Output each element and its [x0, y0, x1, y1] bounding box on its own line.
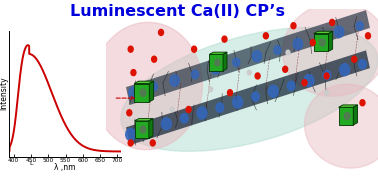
- Circle shape: [366, 33, 370, 39]
- Circle shape: [170, 75, 179, 86]
- Circle shape: [145, 124, 152, 134]
- Polygon shape: [134, 84, 149, 102]
- Polygon shape: [149, 119, 153, 138]
- Circle shape: [291, 23, 296, 29]
- Polygon shape: [314, 31, 333, 34]
- Polygon shape: [328, 31, 333, 51]
- Circle shape: [330, 19, 335, 25]
- Text: L: L: [29, 161, 33, 166]
- Circle shape: [352, 56, 357, 62]
- Circle shape: [216, 103, 224, 112]
- Polygon shape: [209, 54, 223, 71]
- Circle shape: [222, 36, 227, 42]
- Polygon shape: [135, 121, 149, 138]
- Circle shape: [335, 26, 344, 37]
- Circle shape: [274, 46, 281, 54]
- Circle shape: [211, 63, 220, 74]
- Circle shape: [127, 110, 132, 116]
- Polygon shape: [353, 105, 358, 125]
- Polygon shape: [126, 10, 370, 105]
- Polygon shape: [135, 119, 153, 121]
- Polygon shape: [223, 52, 227, 71]
- Circle shape: [140, 89, 146, 96]
- Circle shape: [186, 106, 191, 112]
- Circle shape: [325, 90, 328, 95]
- Circle shape: [126, 129, 136, 141]
- Polygon shape: [314, 34, 328, 51]
- Polygon shape: [134, 81, 153, 84]
- Text: Luminescent Ca(II) CP’s: Luminescent Ca(II) CP’s: [70, 4, 285, 19]
- Circle shape: [359, 60, 366, 69]
- Circle shape: [360, 100, 365, 106]
- Circle shape: [344, 113, 350, 120]
- Circle shape: [302, 80, 307, 86]
- Circle shape: [315, 33, 322, 42]
- Circle shape: [268, 85, 278, 97]
- Circle shape: [131, 70, 136, 76]
- Polygon shape: [339, 107, 353, 125]
- Circle shape: [287, 81, 295, 91]
- Polygon shape: [339, 105, 358, 107]
- Circle shape: [293, 38, 303, 50]
- Ellipse shape: [92, 22, 202, 150]
- Circle shape: [170, 107, 174, 112]
- Circle shape: [340, 64, 350, 76]
- Ellipse shape: [282, 2, 378, 96]
- Circle shape: [192, 46, 197, 52]
- Circle shape: [197, 107, 207, 119]
- Circle shape: [319, 39, 325, 46]
- Circle shape: [161, 118, 171, 130]
- Ellipse shape: [305, 84, 378, 168]
- Polygon shape: [126, 50, 370, 145]
- Circle shape: [152, 56, 156, 62]
- Polygon shape: [149, 81, 153, 102]
- Circle shape: [150, 82, 158, 91]
- Circle shape: [233, 58, 240, 67]
- Circle shape: [247, 70, 251, 75]
- Circle shape: [233, 96, 243, 108]
- Circle shape: [180, 114, 188, 123]
- Circle shape: [128, 140, 133, 146]
- X-axis label: λ ,nm: λ ,nm: [54, 163, 76, 172]
- Circle shape: [252, 92, 259, 101]
- Polygon shape: [209, 52, 227, 54]
- Circle shape: [215, 59, 220, 66]
- Circle shape: [324, 73, 329, 79]
- Circle shape: [140, 126, 146, 133]
- Ellipse shape: [121, 27, 378, 151]
- Circle shape: [323, 70, 331, 80]
- Circle shape: [192, 70, 199, 79]
- Circle shape: [129, 87, 138, 98]
- Circle shape: [209, 87, 213, 92]
- Circle shape: [263, 33, 268, 39]
- Circle shape: [356, 21, 363, 30]
- Circle shape: [304, 75, 314, 87]
- Circle shape: [150, 140, 155, 146]
- Circle shape: [252, 50, 262, 62]
- Circle shape: [228, 90, 232, 96]
- Circle shape: [286, 50, 290, 55]
- Circle shape: [255, 73, 260, 79]
- Circle shape: [128, 46, 133, 52]
- Circle shape: [310, 39, 315, 46]
- Circle shape: [158, 29, 164, 35]
- Y-axis label: Intensity: Intensity: [0, 77, 8, 110]
- Circle shape: [283, 66, 288, 72]
